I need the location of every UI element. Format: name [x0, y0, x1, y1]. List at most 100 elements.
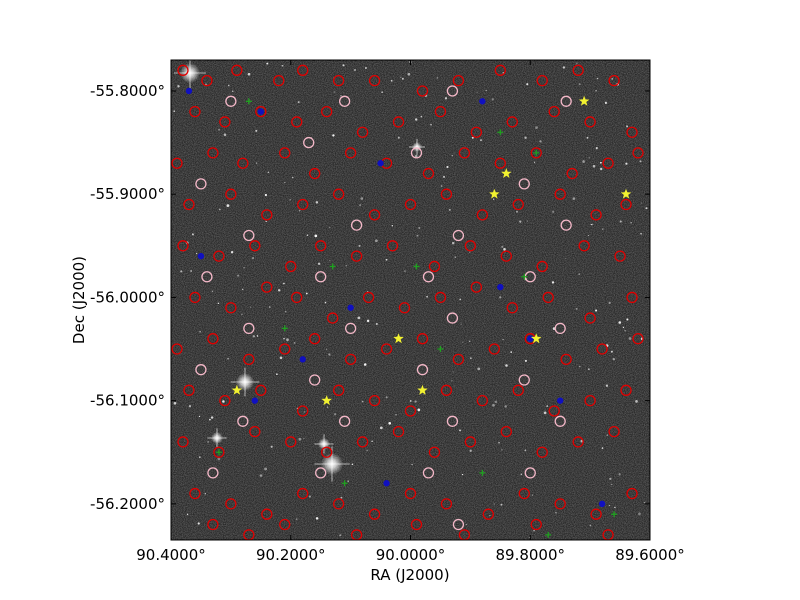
- data-point: [584, 312, 596, 324]
- field-star: [417, 408, 421, 412]
- data-point: [207, 467, 219, 479]
- data-point: [590, 209, 602, 221]
- field-star: [270, 445, 273, 448]
- field-star: [459, 429, 461, 432]
- data-point: [572, 436, 584, 448]
- data-point: [506, 302, 518, 314]
- field-star: [595, 146, 598, 149]
- field-star: [375, 322, 378, 326]
- field-star: [465, 523, 467, 525]
- data-point: [321, 395, 332, 406]
- data-point: [533, 149, 540, 156]
- field-star: [624, 330, 626, 332]
- data-point: [578, 95, 590, 106]
- data-point: [548, 405, 560, 417]
- field-star: [329, 260, 331, 262]
- data-point: [243, 229, 255, 242]
- data-point: [279, 343, 291, 355]
- data-point: [171, 343, 183, 355]
- data-point: [476, 209, 489, 221]
- field-star: [339, 534, 342, 537]
- data-point: [632, 147, 644, 159]
- bright-star: [230, 367, 260, 397]
- field-star: [381, 91, 383, 93]
- data-point: [279, 518, 291, 531]
- data-point: [428, 260, 441, 273]
- data-point: [386, 240, 399, 252]
- series-star: [231, 95, 632, 406]
- data-point: [213, 250, 225, 262]
- data-point: [584, 116, 596, 128]
- data-point: [470, 126, 483, 138]
- field-star: [314, 234, 318, 238]
- field-star: [204, 493, 206, 495]
- field-star: [543, 411, 547, 415]
- data-point: [479, 98, 486, 105]
- data-point: [183, 198, 195, 211]
- data-point: [299, 356, 306, 363]
- data-point: [315, 271, 327, 283]
- data-point: [611, 511, 618, 518]
- field-star: [252, 335, 256, 338]
- data-point: [177, 436, 189, 448]
- data-point: [338, 415, 351, 427]
- data-point: [368, 508, 381, 520]
- data-point: [344, 147, 357, 159]
- data-point: [620, 198, 632, 211]
- field-star: [498, 442, 500, 444]
- data-point: [309, 167, 321, 180]
- field-star: [217, 302, 220, 305]
- data-point: [279, 147, 291, 159]
- field-star: [440, 185, 443, 187]
- field-star: [177, 85, 180, 88]
- field-star: [241, 313, 243, 315]
- field-star: [582, 160, 585, 163]
- data-point: [189, 291, 201, 304]
- field-star: [283, 282, 285, 285]
- field-star: [289, 199, 291, 201]
- field-star: [297, 101, 300, 104]
- y-tick-label: -56.0000°: [90, 288, 165, 306]
- data-point: [368, 394, 381, 407]
- field-star: [469, 449, 472, 452]
- field-star: [218, 128, 220, 131]
- data-point: [225, 302, 237, 314]
- data-point: [626, 126, 638, 138]
- data-point: [590, 508, 602, 520]
- field-star: [286, 338, 289, 342]
- data-point: [422, 271, 435, 283]
- field-star: [531, 494, 533, 496]
- field-star: [552, 210, 555, 213]
- field-star: [243, 267, 245, 269]
- field-star: [501, 245, 504, 248]
- field-star: [606, 434, 608, 436]
- field-star: [385, 258, 388, 261]
- field-star: [592, 164, 596, 168]
- data-point: [201, 74, 213, 87]
- data-point: [542, 291, 554, 304]
- data-point: [560, 219, 572, 231]
- y-tick-label: -55.8000°: [90, 82, 165, 100]
- field-star: [493, 503, 495, 505]
- data-point: [309, 374, 321, 386]
- field-star: [461, 473, 464, 476]
- field-star: [601, 447, 604, 449]
- data-point: [362, 291, 375, 304]
- field-star: [326, 348, 328, 350]
- field-star: [480, 139, 482, 141]
- y-tick-label: -56.2000°: [90, 495, 165, 513]
- field-star: [468, 340, 471, 342]
- field-star: [329, 226, 331, 229]
- field-star: [315, 517, 319, 520]
- field-star: [305, 292, 308, 295]
- data-point: [344, 322, 357, 335]
- data-point: [560, 95, 572, 107]
- field-star: [520, 473, 522, 475]
- field-star: [385, 396, 388, 399]
- field-star: [267, 171, 270, 174]
- field-star: [502, 338, 504, 341]
- field-star: [460, 323, 462, 325]
- x-tick-label: 90.4000°: [136, 546, 206, 564]
- field-star: [535, 126, 538, 129]
- field-star: [283, 337, 285, 340]
